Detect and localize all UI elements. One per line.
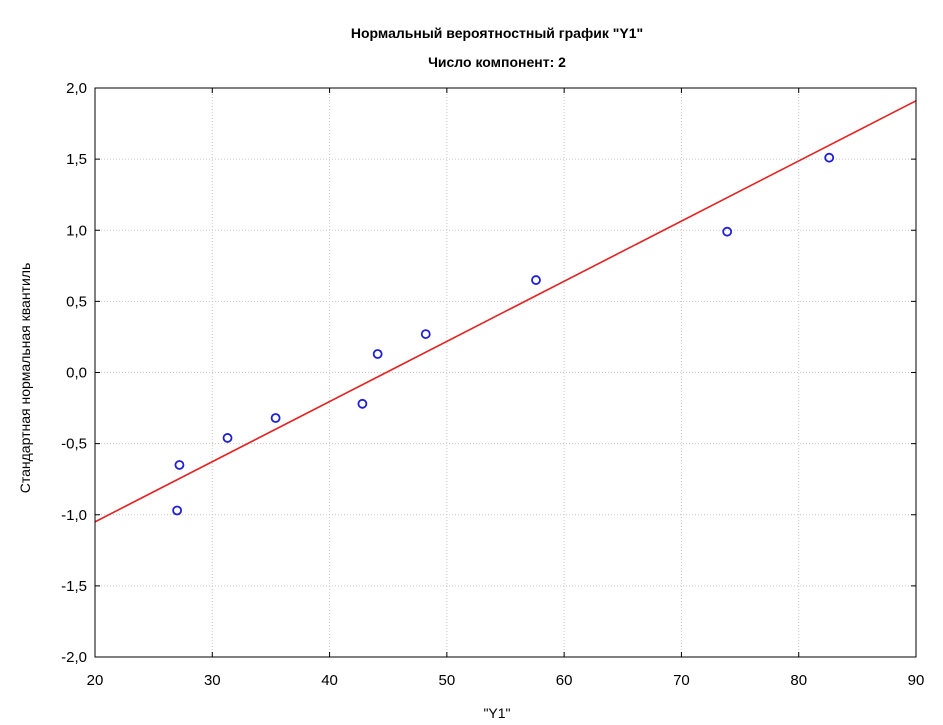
data-point [824, 152, 835, 163]
x-tick-label: 80 [790, 672, 807, 689]
y-tick-label: -1,0 [61, 507, 87, 524]
x-tick-label: 70 [673, 672, 690, 689]
data-point [270, 413, 281, 423]
y-tick-label: 1,0 [66, 222, 87, 239]
x-tick-label: 50 [439, 672, 456, 689]
data-point [420, 329, 431, 339]
chart-title: Нормальный вероятностный график "Y1" [351, 25, 643, 41]
x-axis-label: "Y1" [483, 705, 510, 721]
fit-line [94, 100, 917, 523]
y-tick-label: -0,5 [61, 436, 87, 453]
x-tick-label: 20 [87, 672, 104, 689]
ticks: 20 30 40 50 60 70 80 90 -2,0 -1,5 -1,0 -0,5 0,0 0,5 1,… [61, 80, 924, 689]
data-point [722, 226, 733, 237]
data-point [172, 505, 183, 516]
y-tick-label: 1,5 [66, 151, 87, 168]
x-tick-label: 30 [204, 672, 221, 689]
grid [95, 88, 916, 657]
y-tick-label: 0,5 [66, 293, 87, 310]
y-tick-label: 2,0 [66, 80, 87, 97]
x-tick-label: 60 [556, 672, 573, 689]
fit-line-layer [94, 100, 917, 523]
x-tick-label: 90 [908, 672, 925, 689]
y-tick-label: -1,5 [61, 578, 87, 595]
data-point [531, 275, 541, 285]
data-point [372, 349, 383, 359]
y-tick-label: -2,0 [61, 649, 87, 666]
data-point [222, 433, 233, 443]
data-points [172, 152, 835, 516]
x-tick-label: 40 [321, 672, 338, 689]
data-point [357, 398, 368, 409]
y-axis-label: Стандартная нормальная квантиль [17, 263, 33, 494]
data-point [174, 460, 185, 470]
y-tick-label: 0,0 [66, 365, 87, 382]
chart-subtitle: Число компонент: 2 [428, 54, 566, 70]
